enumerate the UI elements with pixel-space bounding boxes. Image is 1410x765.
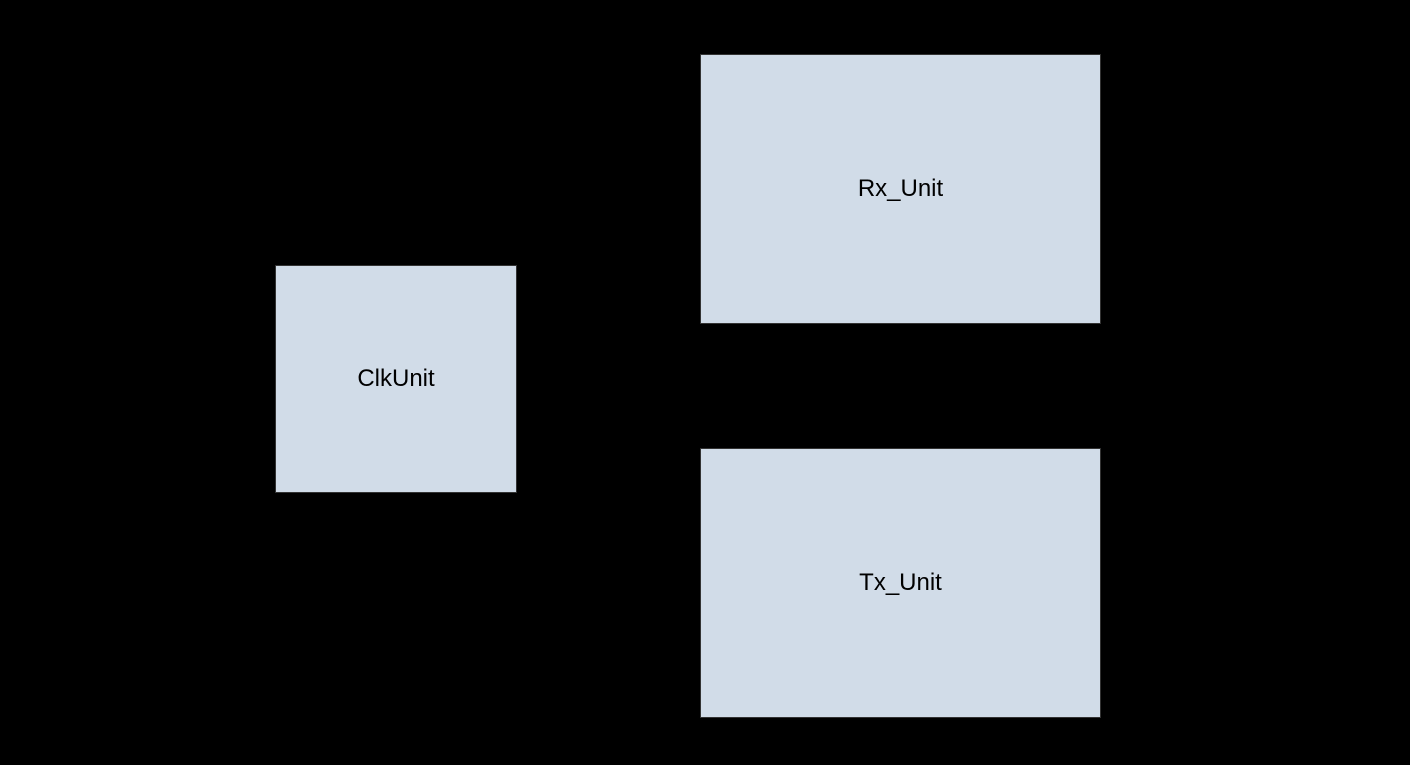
block-clkunit: ClkUnit <box>275 265 517 493</box>
block-rxunit: Rx_Unit <box>700 54 1101 324</box>
block-label-rxunit: Rx_Unit <box>858 175 943 203</box>
block-label-txunit: Tx_Unit <box>859 569 942 597</box>
block-txunit: Tx_Unit <box>700 448 1101 718</box>
block-label-clkunit: ClkUnit <box>357 365 434 393</box>
